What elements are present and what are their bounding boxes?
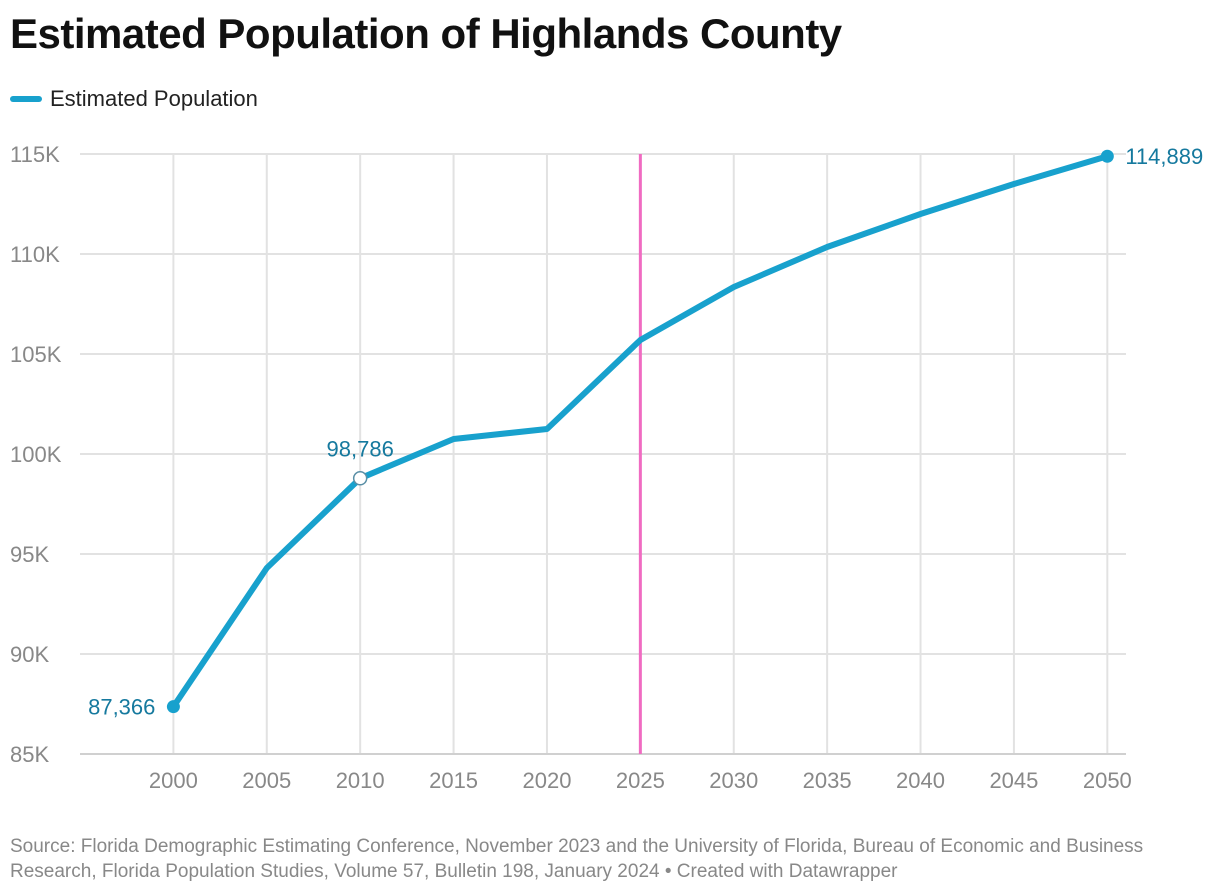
x-tick-label: 2035 xyxy=(803,768,852,793)
y-tick-label: 90K xyxy=(10,642,49,667)
y-tick-label: 95K xyxy=(10,542,49,567)
x-tick-label: 2010 xyxy=(336,768,385,793)
legend: Estimated Population xyxy=(10,86,258,112)
y-tick-label: 105K xyxy=(10,342,62,367)
x-tick-label: 2030 xyxy=(709,768,758,793)
x-tick-label: 2005 xyxy=(242,768,291,793)
footer-credit: • Created with Datawrapper xyxy=(659,861,898,882)
x-tick-label: 2025 xyxy=(616,768,665,793)
chart-title: Estimated Population of Highlands County xyxy=(10,10,842,57)
data-point-marker xyxy=(352,471,368,486)
data-point-marker xyxy=(1100,149,1114,163)
chart-footer: Source: Florida Demographic Estimating C… xyxy=(10,834,1205,884)
y-tick-label: 110K xyxy=(10,242,60,267)
data-label: 87,366 xyxy=(88,695,155,720)
legend-label: Estimated Population xyxy=(50,86,258,111)
x-tick-label: 2015 xyxy=(429,768,478,793)
x-tick-label: 2000 xyxy=(149,768,198,793)
data-label: 114,889 xyxy=(1125,144,1203,169)
y-tick-label: 115K xyxy=(10,142,60,167)
y-tick-label: 100K xyxy=(10,442,62,467)
x-tick-label: 2050 xyxy=(1083,768,1132,793)
x-tick-label: 2045 xyxy=(989,768,1038,793)
legend-swatch xyxy=(10,96,42,102)
x-tick-label: 2040 xyxy=(896,768,945,793)
series-line-estimated-population xyxy=(170,153,1111,710)
y-tick-label: 85K xyxy=(10,742,49,767)
data-label: 98,786 xyxy=(327,436,394,461)
x-tick-label: 2020 xyxy=(522,768,571,793)
footer-source: Source: Florida Demographic Estimating C… xyxy=(10,836,1144,882)
data-point-marker xyxy=(166,700,180,714)
